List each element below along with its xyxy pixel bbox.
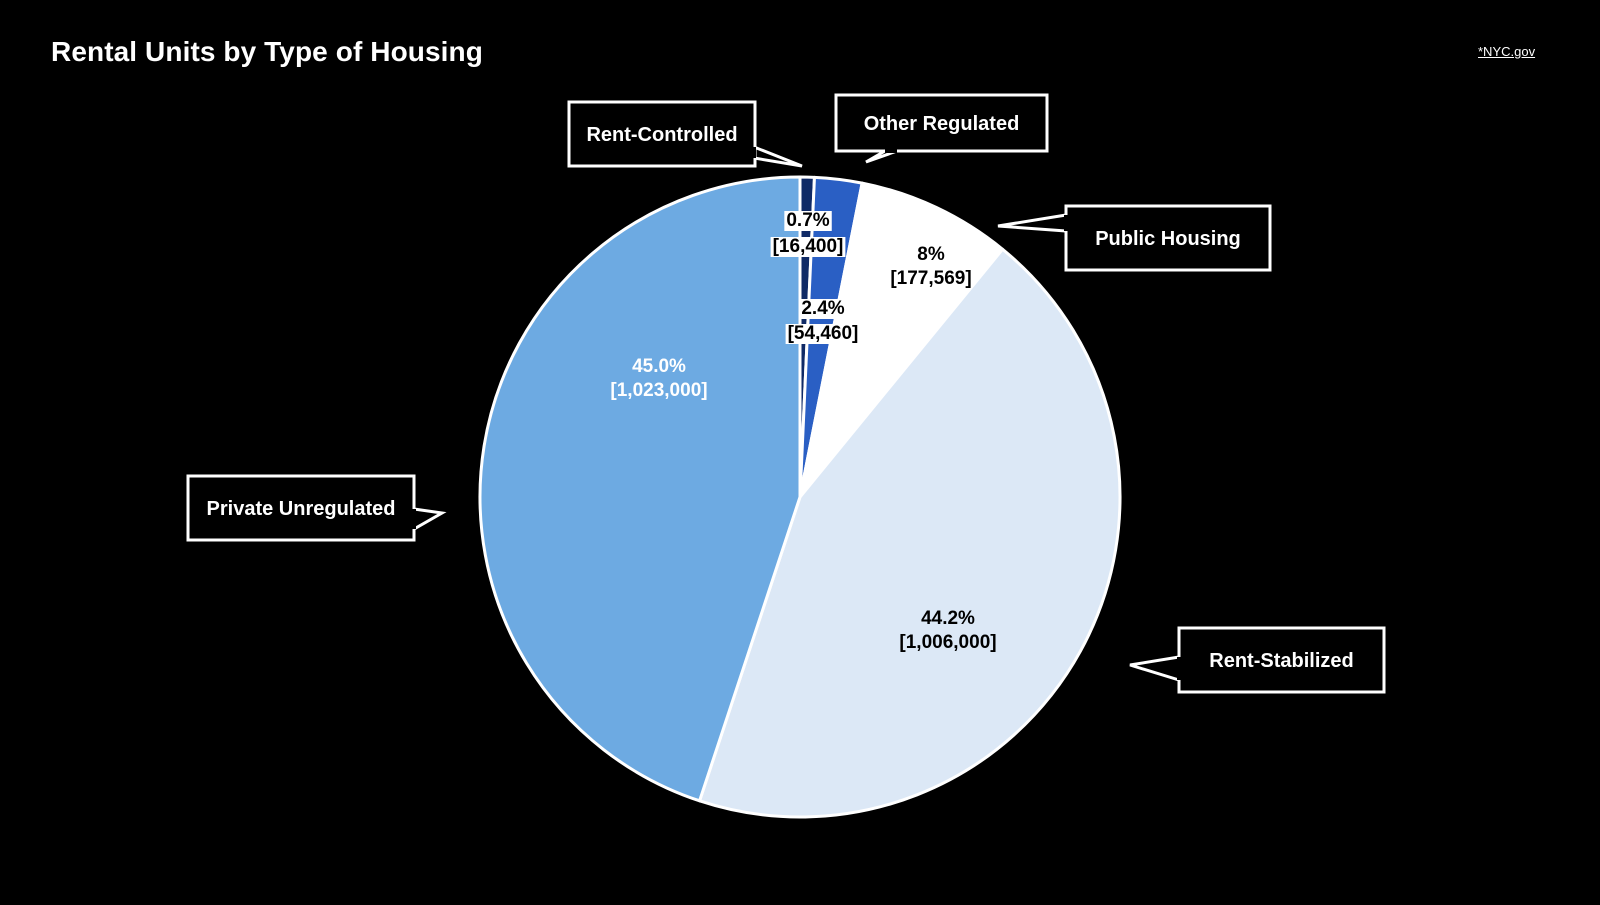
callout-box [567, 100, 757, 168]
callout-tail [997, 213, 1068, 233]
callout-public-housing: Public Housing [997, 204, 1272, 272]
percent-label-rent-stabilized: 44.2% [921, 608, 975, 629]
slice-label-rent-controlled: 0.7% [16,400] [770, 210, 846, 257]
value-label-rent-controlled: [16,400] [773, 236, 844, 257]
value-label-rent-stabilized: [1,006,000] [899, 632, 996, 653]
percent-label-private-unregulated: 45.0% [632, 356, 686, 377]
slices-layer [478, 175, 1122, 819]
label-bg [784, 211, 832, 231]
label-bg [799, 299, 847, 319]
value-label-private-unregulated: [1,023,000] [610, 380, 707, 401]
callout-box [834, 93, 1049, 153]
percent-label-other-regulated: 2.4% [801, 298, 844, 319]
legend-label-private-unregulated: Private Unregulated [207, 498, 396, 520]
chart-title: Rental Units by Type of Housing [51, 36, 483, 67]
callout-box [186, 474, 416, 542]
callouts-layer: Rent-Controlled Other Regulated Public Hou… [186, 93, 1386, 694]
callout-tail [412, 507, 447, 532]
percent-label-public-housing: 8% [917, 244, 945, 265]
slice-label-public-housing: 8% [177,569] [890, 244, 971, 289]
value-label-other-regulated: [54,460] [788, 323, 859, 344]
callout-rent-stabilized: Rent-Stabilized [1129, 626, 1386, 694]
callout-private-unregulated: Private Unregulated [186, 474, 447, 542]
value-label-public-housing: [177,569] [890, 268, 971, 289]
callout-box [1064, 204, 1272, 272]
source-link[interactable]: *NYC.gov [1478, 44, 1536, 59]
label-bg [785, 324, 861, 344]
slice-label-rent-stabilized: 44.2% [1,006,000] [899, 608, 996, 653]
callout-tail [1129, 655, 1181, 683]
pie-slice-public-housing [798, 181, 1005, 499]
slice-label-private-unregulated: 45.0% [1,023,000] [610, 356, 707, 401]
label-bg [770, 237, 846, 257]
callout-rent-controlled: Rent-Controlled [567, 100, 803, 168]
callout-other-regulated: Other Regulated [834, 93, 1049, 164]
percent-label-rent-controlled: 0.7% [786, 210, 829, 231]
value-labels-layer: 0.7% [16,400] 2.4% [54,460] 8% [177,569] 44.2%… [610, 210, 996, 653]
legend-label-other-regulated: Other Regulated [864, 113, 1020, 135]
pie-slice-private-unregulated [478, 175, 802, 803]
legend-label-rent-controlled: Rent-Controlled [586, 124, 737, 146]
callout-tail [752, 144, 803, 168]
legend-label-public-housing: Public Housing [1095, 228, 1241, 250]
legend-label-rent-stabilized: Rent-Stabilized [1209, 650, 1353, 672]
slice-label-other-regulated: 2.4% [54,460] [785, 298, 861, 344]
pie-slice-rent-stabilized [698, 247, 1122, 819]
